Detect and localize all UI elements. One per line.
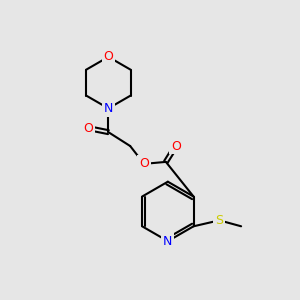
Text: N: N — [163, 235, 172, 248]
Text: O: O — [171, 140, 181, 152]
Text: O: O — [139, 158, 149, 170]
Text: S: S — [215, 214, 223, 227]
Text: N: N — [104, 102, 113, 115]
Text: O: O — [84, 122, 94, 135]
Text: O: O — [103, 50, 113, 63]
